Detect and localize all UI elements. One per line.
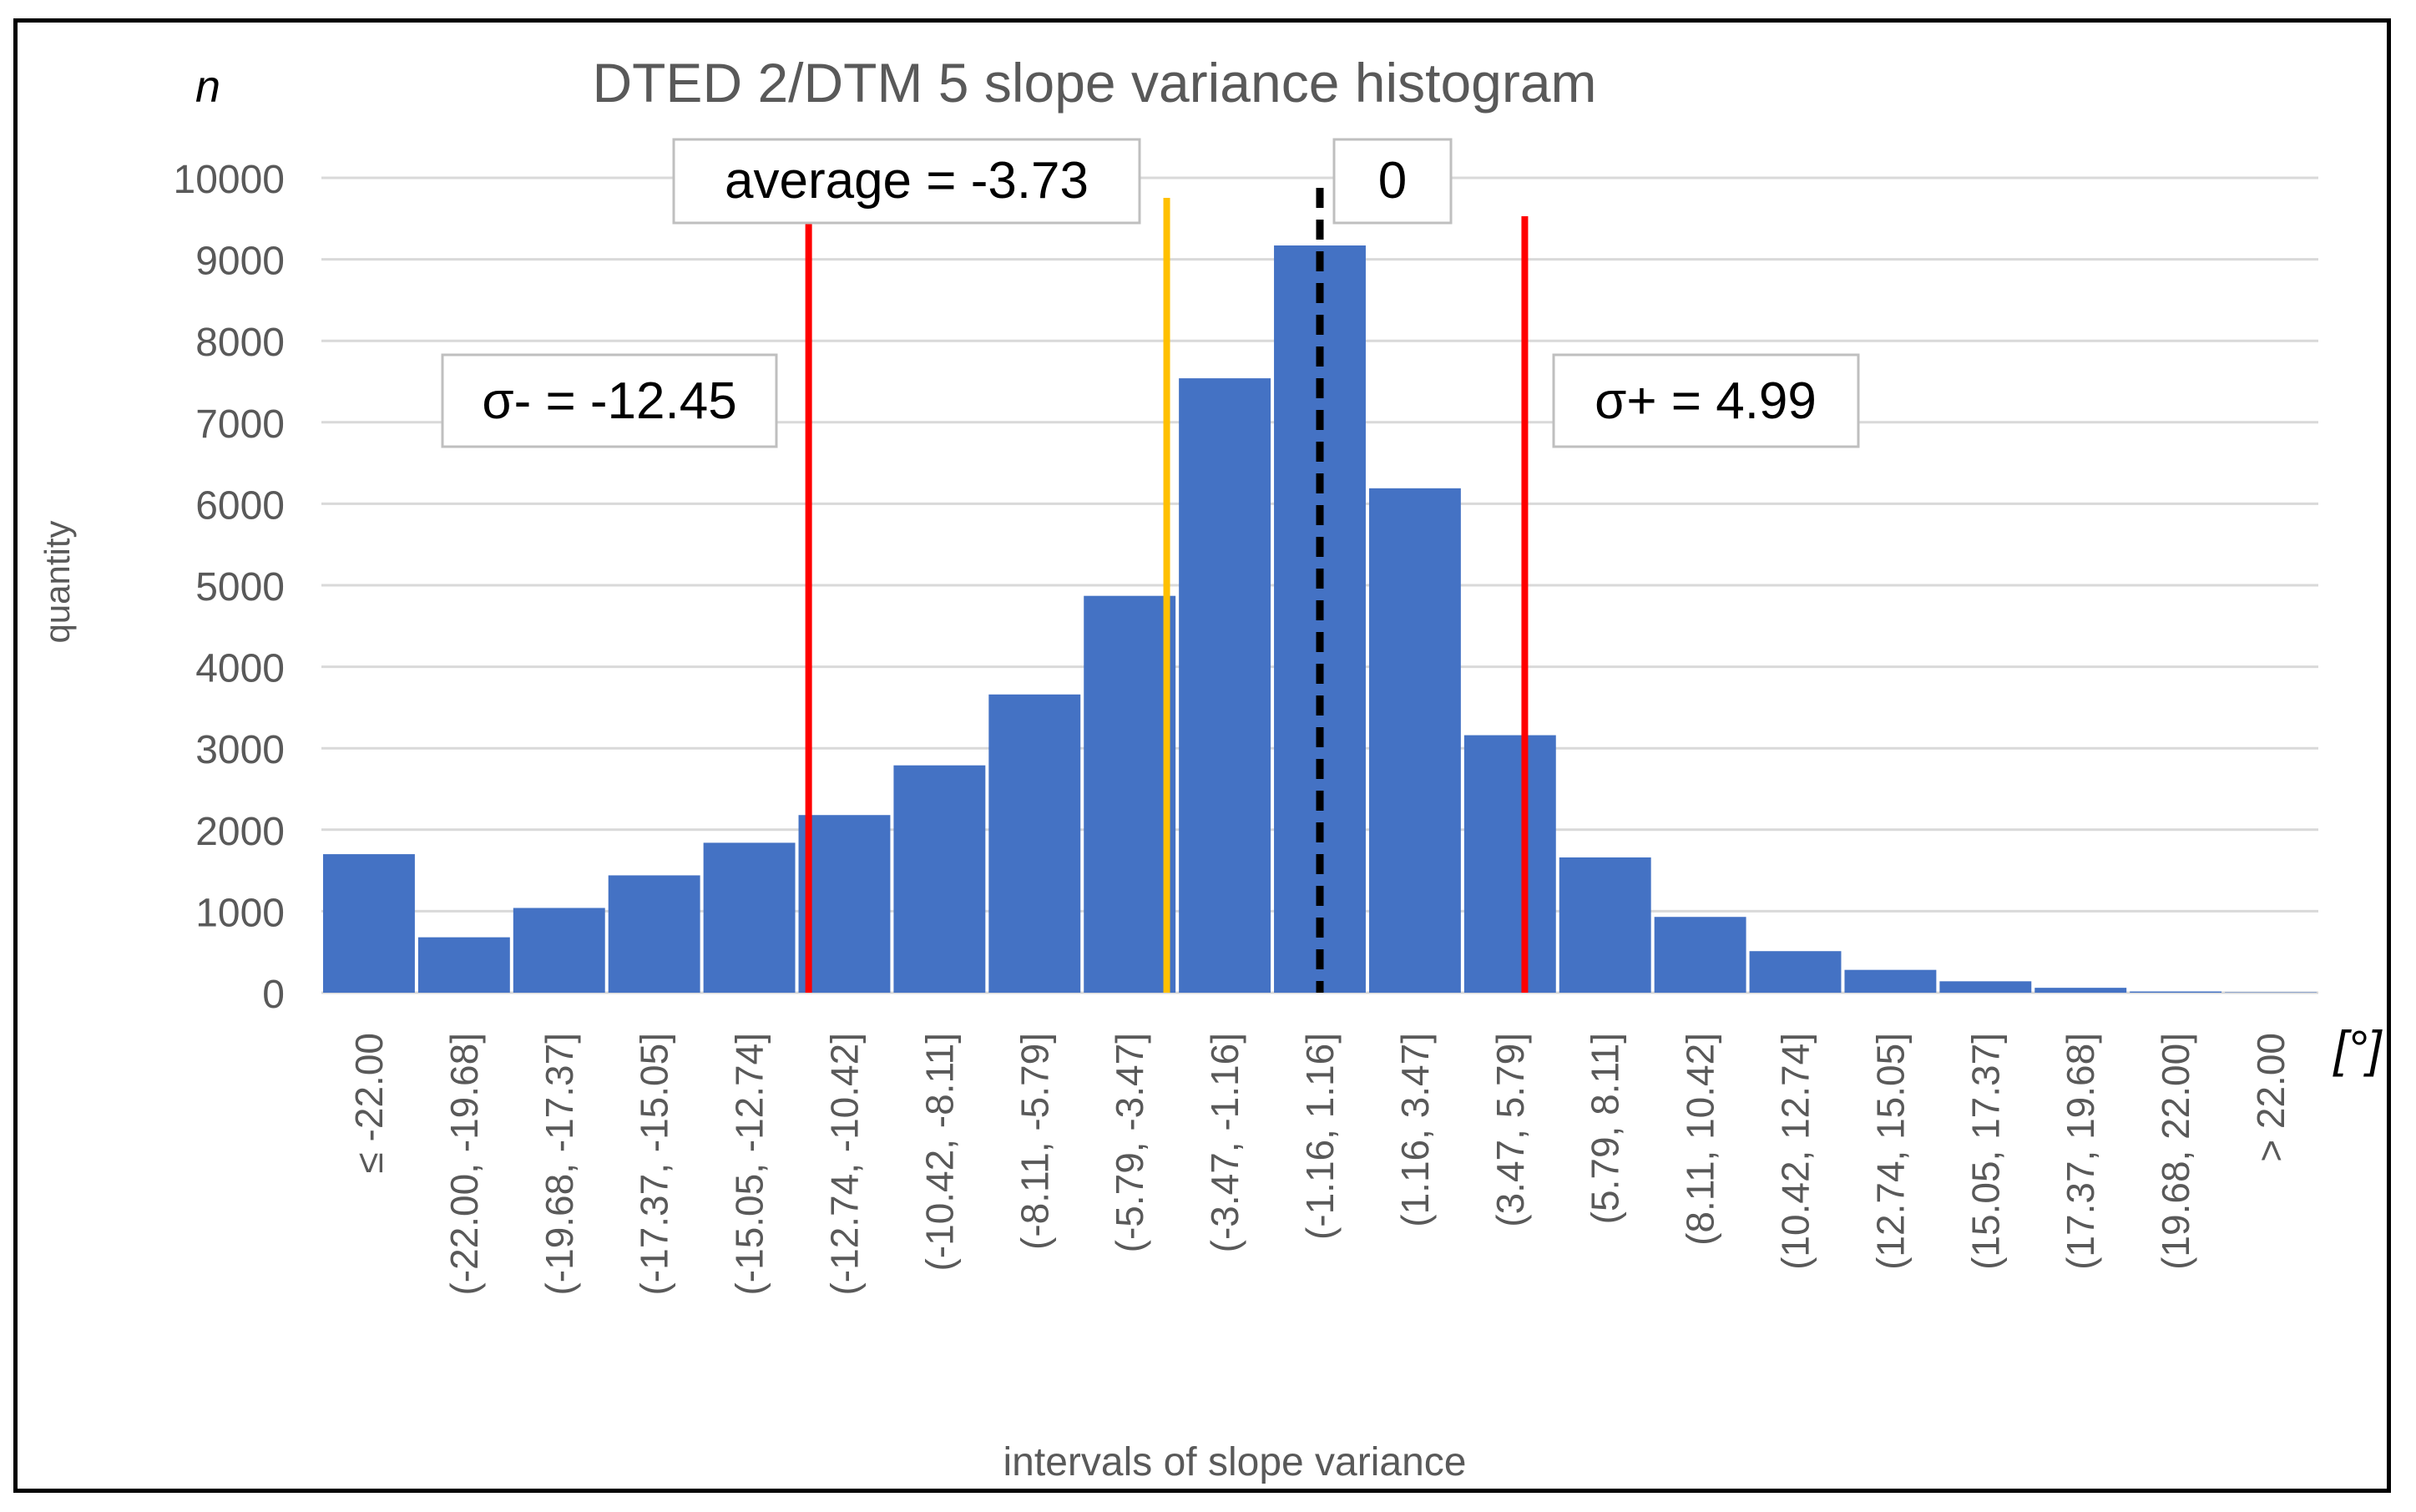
y-tick-label: 10000 [174,158,285,202]
x-tick-label: (5.79, 8.11] [1584,1033,1627,1224]
x-tick-label: (-1.16, 1.16] [1298,1033,1342,1240]
y-tick-label: 4000 [195,647,285,691]
histogram-bar [1084,595,1176,993]
histogram-bar [417,937,510,993]
chart-title: DTED 2/DTM 5 slope variance histogram [592,52,1596,114]
annotation-sigma-plus-box: σ+ = 4.99 [1552,353,1860,448]
y-symbol: n [195,62,220,112]
x-tick-label: (17.37, 19.68] [2059,1033,2102,1270]
histogram-bar [1179,378,1271,993]
x-tick-label: (10.42, 12.74] [1774,1033,1817,1270]
x-tick-label: (-17.37, -15.05] [633,1033,676,1296]
x-axis-label: intervals of slope variance [1003,1440,1467,1484]
x-tick-label: (-19.68, -17.37] [538,1033,581,1296]
histogram-bar [1463,735,1556,993]
histogram-bar [1654,917,1746,993]
y-tick-label: 3000 [195,728,285,772]
histogram-bar [323,854,415,993]
histogram-bar [703,842,796,993]
annotation-average-text: average = -3.73 [725,152,1089,210]
chart-frame: 0 1000 2000 3000 4000 5000 6000 7000 8000 9000 100… [13,18,2391,1493]
y-tick-labels: 0 1000 2000 3000 4000 5000 6000 7000 8000 9000 100… [174,158,285,1017]
histogram-bar [2034,988,2127,993]
x-tick-label: (-10.42, -8.11] [917,1033,961,1272]
x-tick-label: (8.11, 10.42] [1679,1033,1722,1246]
annotation-sigma-minus-box: σ- = -12.45 [441,353,778,448]
histogram-bar [988,694,1081,993]
x-tick-label: (19.68, 22.00] [2154,1033,2197,1270]
annotation-zero-text: 0 [1378,152,1407,210]
x-tick-label: (1.16, 3.47] [1393,1033,1437,1227]
histogram-bar [1368,488,1461,993]
y-tick-label: 2000 [195,810,285,854]
y-tick-label: 5000 [195,565,285,609]
x-tick-label: (-8.11, -5.79] [1013,1033,1056,1250]
reference-lines [805,188,1529,993]
annotation-sigma-minus-text: σ- = -12.45 [482,372,736,430]
x-tick-label: (-12.74, -10.42] [822,1033,866,1296]
x-tick-labels: ≤ -22.00 (-22.00, -19.68] (-19.68, -17.37]… [347,1033,2292,1296]
histogram-bar [1559,857,1651,993]
x-tick-label: (3.47, 5.79] [1489,1033,1532,1227]
x-unit-label: [°] [2332,1021,2383,1077]
x-tick-label: (-5.79, -3.47] [1108,1033,1151,1252]
histogram-bar [893,765,986,993]
x-tick-label: ≤ -22.00 [347,1033,391,1173]
annotation-sigma-plus-text: σ+ = 4.99 [1595,372,1817,430]
histogram-bar [513,908,605,993]
histogram-bar [798,815,891,993]
y-tick-label: 6000 [195,483,285,528]
x-tick-label: (15.05, 17.37] [1964,1033,2007,1270]
x-tick-label: (-15.05, -12.74] [728,1033,771,1296]
x-tick-label: > 22.00 [2249,1033,2292,1162]
histogram-bar [2130,991,2222,993]
y-tick-label: 1000 [195,891,285,935]
y-axis-label: quantity [38,520,77,643]
histogram-bar [1749,951,1842,993]
histogram-chart: 0 1000 2000 3000 4000 5000 6000 7000 8000 9000 100… [38,52,2383,1484]
annotation-average-box: average = -3.73 [672,138,1141,225]
x-tick-label: (-3.47, -1.16] [1203,1033,1246,1252]
histogram-bar [608,875,700,993]
x-tick-label: (-22.00, -19.68] [442,1033,486,1296]
histogram-bar [1844,969,1937,993]
y-tick-label: 9000 [195,240,285,284]
y-tick-label: 8000 [195,321,285,365]
x-tick-label: (12.74, 15.05] [1868,1033,1912,1270]
histogram-bar [1939,981,2032,993]
bars [323,245,2317,993]
y-tick-label: 0 [262,973,285,1017]
y-tick-label: 7000 [195,402,285,447]
annotation-zero-box: 0 [1332,138,1453,225]
